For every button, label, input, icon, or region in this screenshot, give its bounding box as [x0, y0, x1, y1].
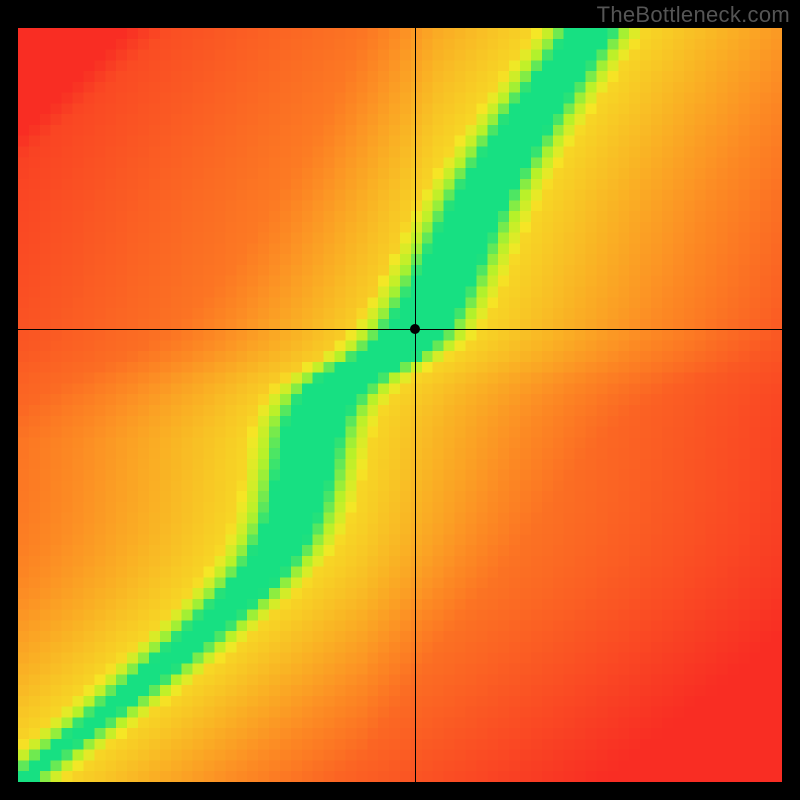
- watermark-text: TheBottleneck.com: [597, 2, 790, 28]
- data-point-marker: [410, 324, 420, 334]
- heatmap-plot: [18, 28, 782, 782]
- crosshair-vertical: [415, 28, 416, 782]
- chart-container: TheBottleneck.com: [0, 0, 800, 800]
- heatmap-canvas: [18, 28, 782, 782]
- crosshair-horizontal: [18, 329, 782, 330]
